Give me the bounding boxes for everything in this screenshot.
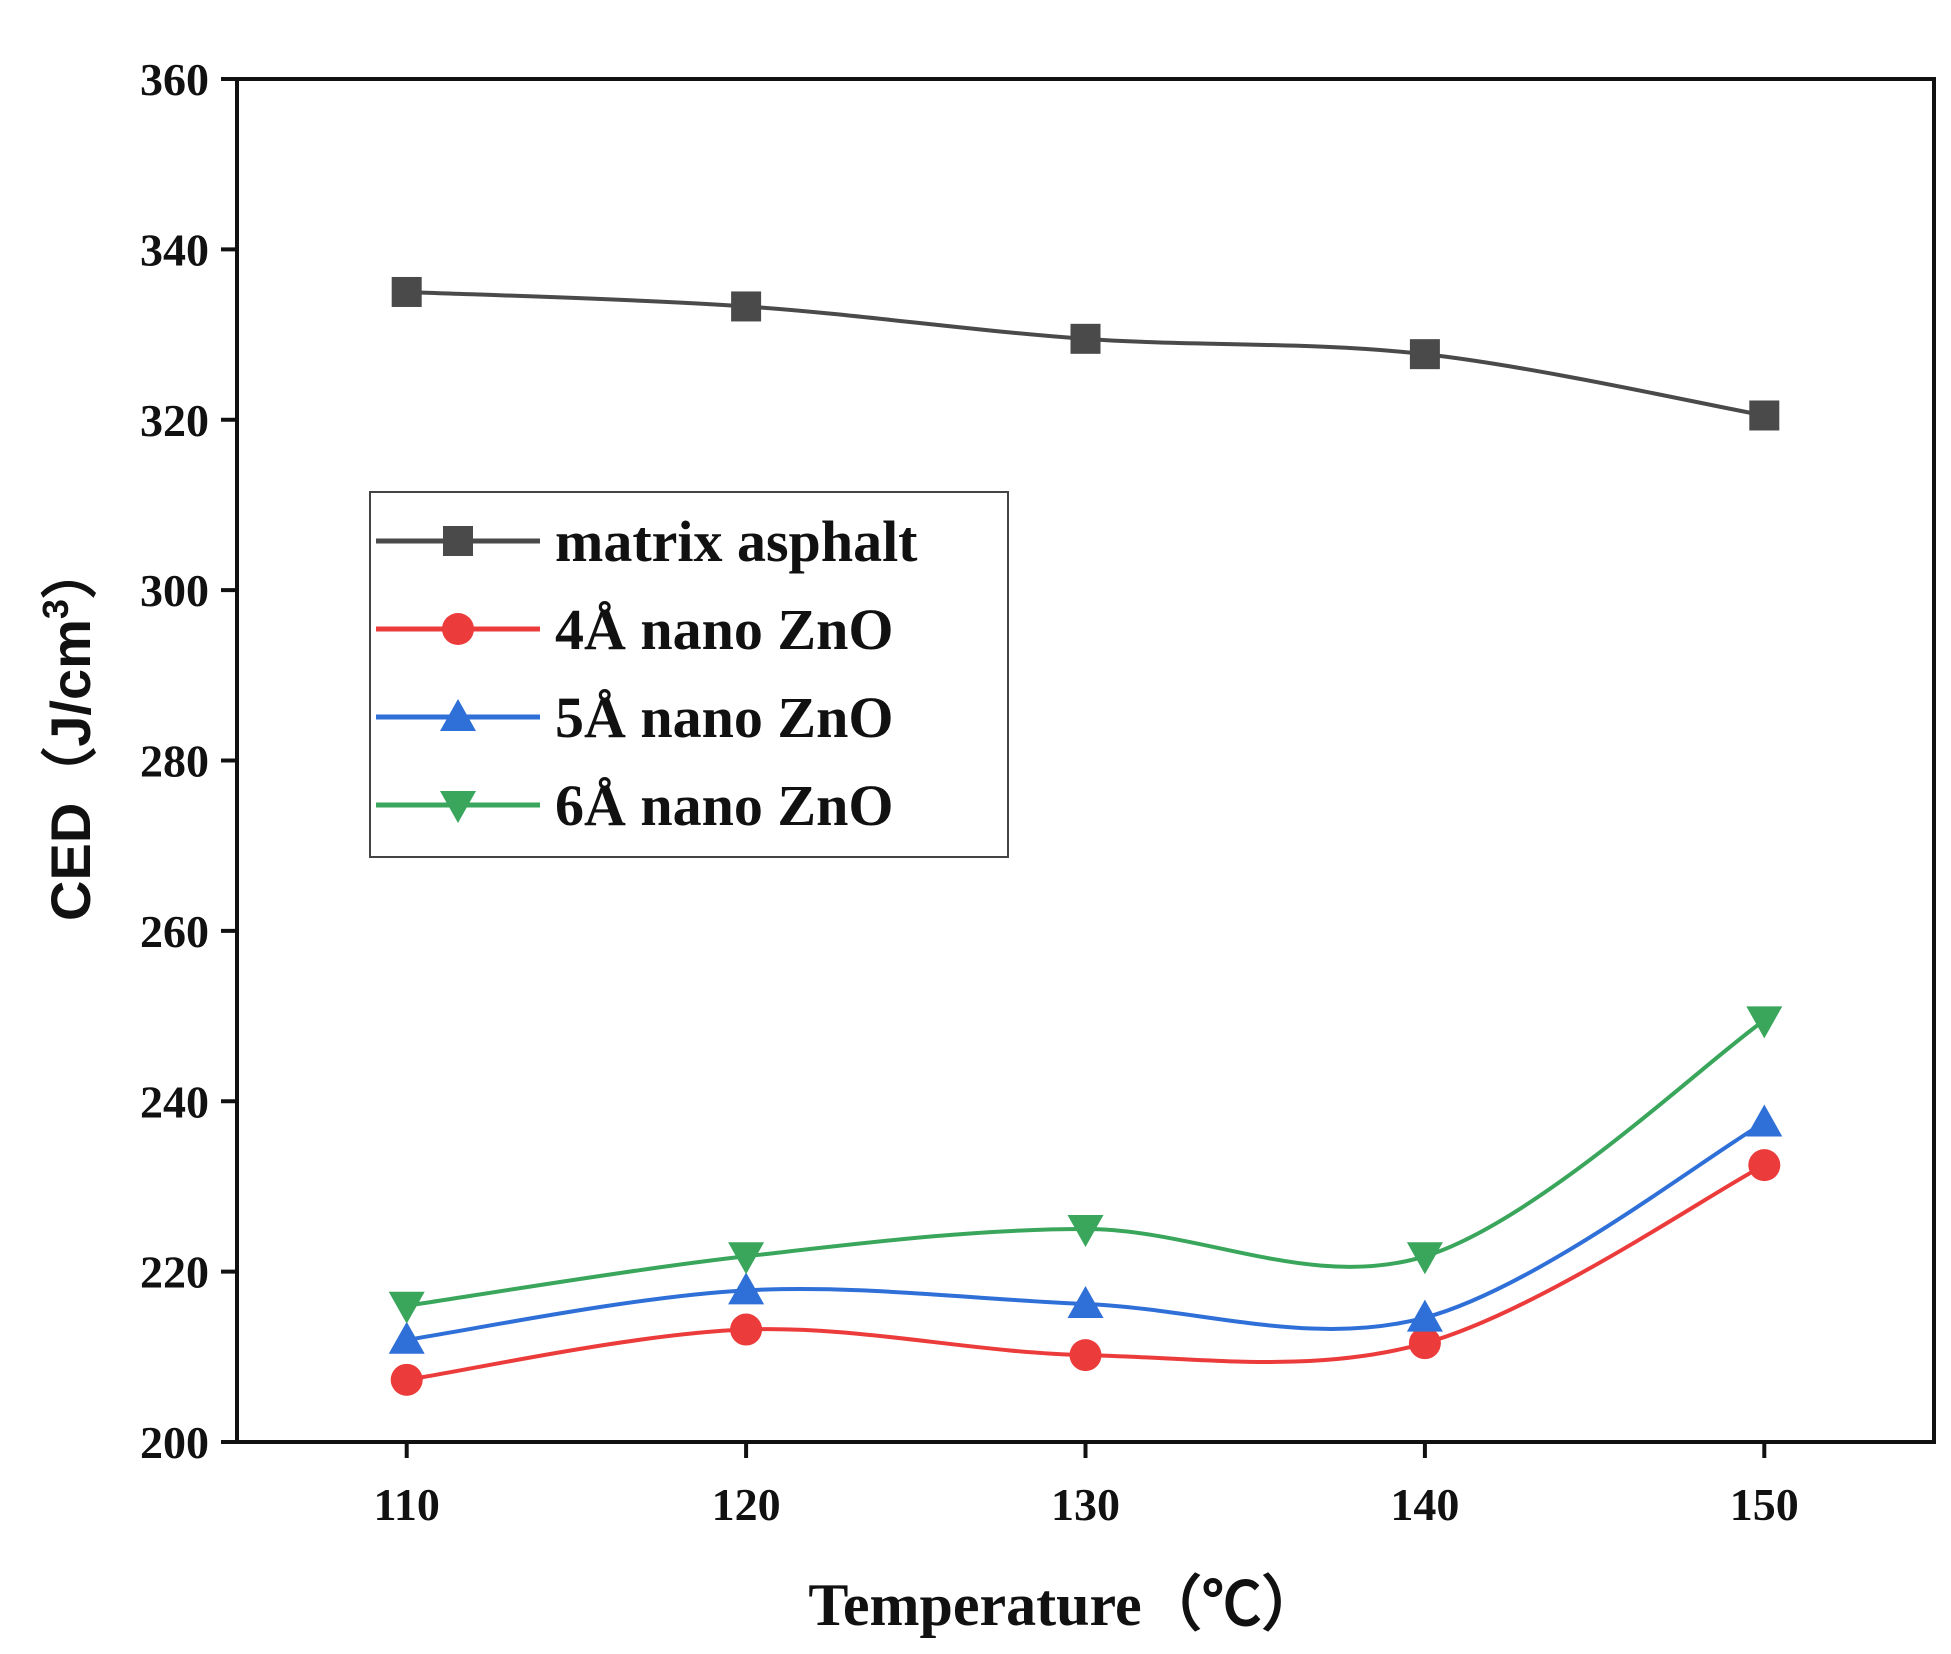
legend-entry: matrix asphalt xyxy=(376,509,918,574)
data-point xyxy=(1067,1285,1104,1318)
legend-entry: 5Å nano ZnO xyxy=(376,685,893,750)
data-point xyxy=(1746,1006,1783,1039)
x-tick-label: 140 xyxy=(1390,1479,1459,1530)
y-axis-title-main: CED（J/cm xyxy=(39,619,102,921)
data-point xyxy=(1408,1327,1441,1360)
y-tick-label: 200 xyxy=(140,1417,209,1468)
data-point xyxy=(1069,1339,1102,1372)
y-axis-title-close: ） xyxy=(39,543,102,599)
data-point xyxy=(728,1242,765,1275)
x-axis: 110 120 130 140 150 xyxy=(373,1442,1799,1530)
y-tick-label: 280 xyxy=(140,736,209,787)
legend-label: 6Å nano ZnO xyxy=(555,773,893,838)
data-point xyxy=(1070,323,1101,354)
x-tick-label: 110 xyxy=(373,1479,439,1530)
data-point xyxy=(1746,1104,1783,1137)
y-tick-label: 340 xyxy=(140,224,209,275)
series-2 xyxy=(388,1104,1783,1354)
data-point xyxy=(1406,1299,1443,1332)
legend-marker xyxy=(443,526,473,556)
series-line xyxy=(406,1018,1766,1308)
data-point xyxy=(1749,400,1780,431)
legend-label: 5Å nano ZnO xyxy=(555,685,893,750)
y-tick-label: 260 xyxy=(140,906,209,957)
legend-box xyxy=(369,491,1009,858)
series-3 xyxy=(388,1006,1783,1324)
data-point xyxy=(388,1321,425,1354)
legend-entry: 4Å nano ZnO xyxy=(376,597,893,662)
data-point xyxy=(391,276,422,307)
legend-entry: 6Å nano ZnO xyxy=(376,773,893,838)
legend-marker xyxy=(440,699,476,731)
data-point xyxy=(731,291,762,322)
y-tick-label: 220 xyxy=(140,1247,209,1298)
legend-label: matrix asphalt xyxy=(555,509,918,574)
x-tick-label: 120 xyxy=(712,1479,781,1530)
data-point xyxy=(390,1363,423,1396)
series-layer xyxy=(388,276,1783,1396)
x-axis-title: Temperature（℃） xyxy=(808,1571,1321,1638)
x-tick-label: 150 xyxy=(1730,1479,1799,1530)
series-1 xyxy=(390,1149,1781,1396)
y-axis-title: CED（J/cm3） xyxy=(35,543,102,921)
legend-marker xyxy=(440,791,476,823)
x-tick-label: 130 xyxy=(1051,1479,1120,1530)
y-tick-label: 240 xyxy=(140,1076,209,1127)
legend-marker xyxy=(442,613,474,645)
data-point xyxy=(1748,1149,1781,1182)
y-tick-label: 360 xyxy=(140,54,209,105)
data-point xyxy=(1406,1242,1443,1275)
series-0 xyxy=(391,276,1780,431)
y-axis: 200 220 240 260 280 300 320 340 360 xyxy=(140,54,237,1468)
data-point xyxy=(730,1313,763,1346)
data-point xyxy=(1409,339,1440,370)
data-point xyxy=(1067,1215,1104,1248)
y-tick-label: 320 xyxy=(140,395,209,446)
data-point xyxy=(728,1272,765,1305)
legend: matrix asphalt 4Å nano ZnO 5Å nano ZnO 6Å n… xyxy=(369,491,1009,858)
legend-label: 4Å nano ZnO xyxy=(555,597,893,662)
y-tick-label: 300 xyxy=(140,565,209,616)
data-point xyxy=(388,1291,425,1324)
y-axis-title-superscript: 3 xyxy=(35,599,76,619)
